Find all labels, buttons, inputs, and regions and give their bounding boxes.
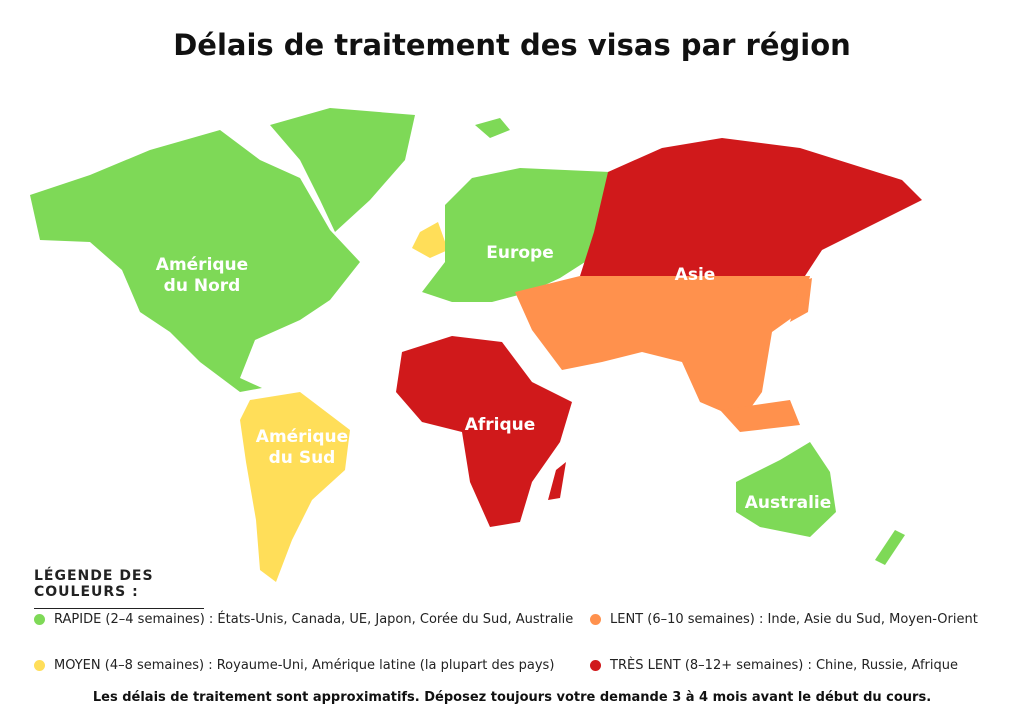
greenland [270,108,415,232]
region-label: Asie [675,265,716,285]
new-zealand [875,530,905,565]
footnote: Les délais de traitement sont approximat… [92,690,932,705]
region-label: Europe [486,243,553,263]
europe [422,168,610,302]
region-label: Amérique [256,427,348,447]
indonesia [720,400,800,432]
region-label: du Sud [269,448,336,468]
legend-item: RAPIDE (2–4 semaines) : États-Unis, Cana… [34,610,594,629]
north-america [30,130,360,392]
australia [736,442,836,537]
asia-north [580,138,922,276]
title: Délais de traitement des visas par régio… [173,28,851,62]
asia-south [515,276,810,420]
region-label: du Nord [164,276,241,296]
legend-dot [34,614,45,625]
legend-text: MOYEN (4–8 semaines) : Royaume-Uni, Amér… [54,658,555,673]
legend-text: TRÈS LENT (8–12+ semaines) : Chine, Russ… [610,658,958,673]
legend-text: LENT (6–10 semaines) : Inde, Asie du Sud… [610,612,978,627]
legend-dot [590,614,601,625]
region-label: Afrique [465,415,536,435]
legend-item: MOYEN (4–8 semaines) : Royaume-Uni, Amér… [34,656,594,675]
legend-dot [34,660,45,671]
legend-heading: LÉGENDE DES COULEURS : [34,568,204,609]
iceland [475,118,510,138]
japan [790,278,812,322]
south-america [240,392,350,582]
africa [396,336,572,527]
uk [412,222,448,258]
legend-dot [590,660,601,671]
region-label: Amérique [156,255,248,275]
legend-item: TRÈS LENT (8–12+ semaines) : Chine, Russ… [590,656,1024,675]
legend-item: LENT (6–10 semaines) : Inde, Asie du Sud… [590,610,1024,629]
madagascar [548,462,566,500]
legend-text: RAPIDE (2–4 semaines) : États-Unis, Cana… [54,612,574,627]
region-label: Australie [745,493,832,513]
